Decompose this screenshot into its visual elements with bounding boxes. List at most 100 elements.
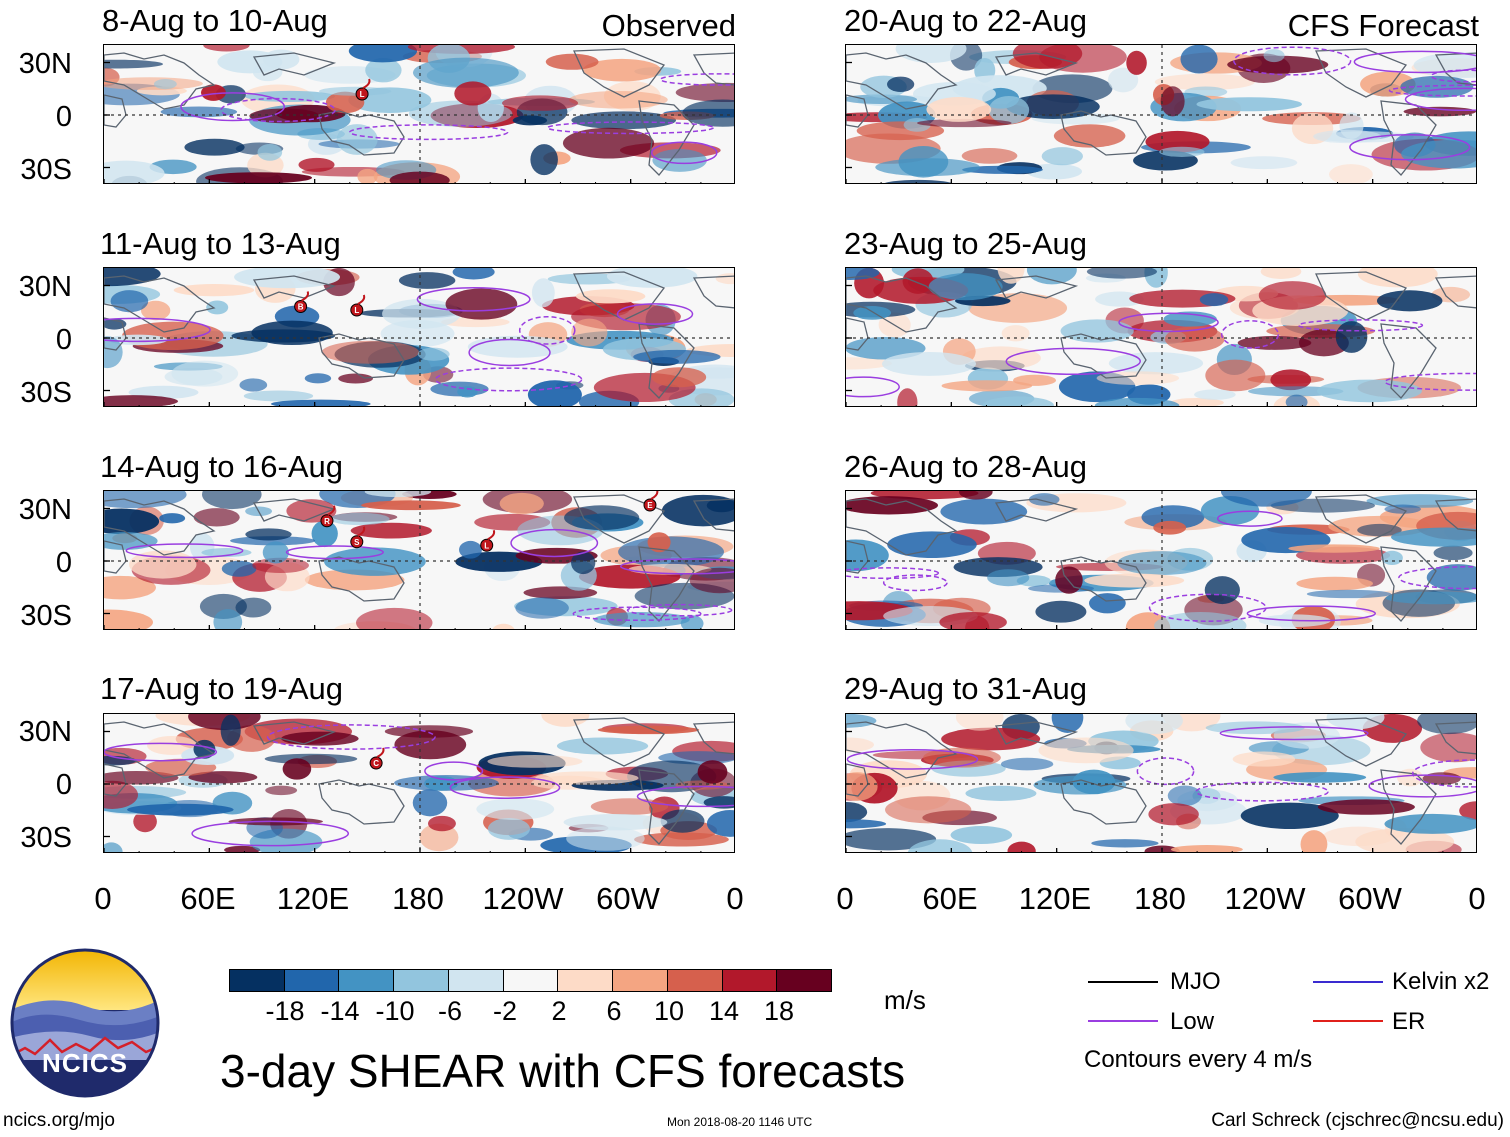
observed-panel-title-4: 17-Aug to 19-Aug <box>100 671 344 706</box>
colorbar-tick: 18 <box>763 996 795 1026</box>
forecast-panel-title-4: 29-Aug to 31-Aug <box>844 671 1088 706</box>
lat-label-30s: 30S <box>20 600 72 632</box>
lat-label-eq: 0 <box>55 769 72 801</box>
colorbar <box>229 969 832 992</box>
observed-map-panel-3: R S L E <box>103 490 735 630</box>
forecast-panel-title-1: 20-Aug to 22-Aug <box>844 3 1088 38</box>
colorbar-tick: 2 <box>551 996 567 1026</box>
shear-anomaly-map: C <box>104 714 734 852</box>
lon-label-0: 0 <box>836 881 854 916</box>
lat-label-eq: 0 <box>55 101 72 133</box>
logo-text: NCICS <box>42 1048 128 1078</box>
colorbar-tick: -18 <box>265 996 305 1026</box>
lon-label-360: 0 <box>1468 881 1486 916</box>
lat-label-30n: 30N <box>18 48 72 80</box>
colorbar-swatch-3 <box>339 970 395 991</box>
colorbar-swatch-10 <box>722 970 778 991</box>
legend-kelvin-label: Kelvin x2 <box>1392 968 1490 995</box>
lat-label-30n: 30N <box>18 716 72 748</box>
colorbar-tick: -14 <box>320 996 360 1026</box>
footer-credit: Carl Schreck (cjschrec@ncsu.edu) <box>1211 1110 1504 1131</box>
svg-text:C: C <box>373 759 379 768</box>
svg-text:L: L <box>354 306 359 315</box>
storm-marker: E <box>643 491 659 512</box>
forecast-map-panel-4 <box>845 713 1477 853</box>
lon-label-120w: 120W <box>482 881 564 916</box>
colorbar-swatch-11 <box>777 970 832 991</box>
colorbar-tick: 10 <box>653 996 685 1026</box>
storm-marker: L <box>480 529 496 552</box>
legend-mjo-label: MJO <box>1170 968 1221 995</box>
colorbar-swatch-6 <box>503 970 559 991</box>
svg-text:L: L <box>484 541 489 550</box>
ncics-logo[interactable]: NCICS <box>10 948 160 1098</box>
lon-label-360: 0 <box>726 881 744 916</box>
lon-label-60w: 60W <box>1338 881 1402 916</box>
colorbar-swatch-1 <box>230 970 285 991</box>
legend-mjo-line <box>1088 981 1158 983</box>
forecast-map-panel-1 <box>845 44 1477 184</box>
svg-text:S: S <box>354 538 360 547</box>
observed-panel-title-3: 14-Aug to 16-Aug <box>100 449 344 484</box>
lat-label-30n: 30N <box>18 271 72 303</box>
lon-label-180: 180 <box>1134 881 1186 916</box>
svg-text:E: E <box>647 501 653 510</box>
shear-anomaly-map: L <box>104 45 734 183</box>
lat-label-eq: 0 <box>55 547 72 579</box>
footer-timestamp: Mon 2018-08-20 1146 UTC <box>667 1115 813 1129</box>
observed-panel-title-2: 11-Aug to 13-Aug <box>100 226 341 261</box>
shear-anomaly-map <box>846 268 1476 406</box>
observed-map-panel-4: C <box>103 713 735 853</box>
observed-map-panel-1: L <box>103 44 735 184</box>
colorbar-tick: -10 <box>375 996 415 1026</box>
legend-low-line <box>1088 1020 1158 1022</box>
colorbar-tick: 14 <box>708 996 740 1026</box>
colorbar-swatch-8 <box>613 970 668 991</box>
storm-marker: B <box>294 291 309 313</box>
colorbar-unit: m/s <box>884 985 926 1015</box>
storm-marker: R <box>320 505 336 528</box>
lon-label-60e: 60E <box>922 881 978 916</box>
svg-text:B: B <box>298 303 304 312</box>
svg-text:R: R <box>324 517 330 526</box>
legend-er-label: ER <box>1392 1008 1426 1035</box>
colorbar-tick: -2 <box>492 996 517 1026</box>
lat-label-eq: 0 <box>55 324 72 356</box>
colorbar-tick: 6 <box>606 996 622 1026</box>
shear-anomaly-map <box>846 491 1476 629</box>
storm-marker: L <box>350 294 366 317</box>
legend-contour-note: Contours every 4 m/s <box>1084 1046 1313 1073</box>
legend-low-label: Low <box>1170 1008 1215 1035</box>
logo-graphic <box>10 948 160 1098</box>
forecast-map-panel-2 <box>845 267 1477 407</box>
colorbar-tick: -6 <box>437 996 462 1026</box>
lon-label-120w: 120W <box>1224 881 1306 916</box>
lat-label-30n: 30N <box>18 494 72 526</box>
shear-anomaly-map <box>846 45 1476 183</box>
lon-label-60w: 60W <box>596 881 660 916</box>
chart-main-title: 3-day SHEAR with CFS forecasts <box>220 1045 906 1097</box>
lon-label-120e: 120E <box>1018 881 1092 916</box>
storm-marker: L <box>355 78 371 101</box>
lat-label-30s: 30S <box>20 822 72 854</box>
colorbar-swatch-4 <box>394 970 449 991</box>
lat-label-30s: 30S <box>20 377 72 409</box>
shear-anomaly-map <box>846 714 1476 852</box>
colorbar-swatch-2 <box>284 970 340 991</box>
lon-label-180: 180 <box>392 881 444 916</box>
forecast-tag: CFS Forecast <box>1287 8 1479 43</box>
observed-panel-title-1: 8-Aug to 10-Aug <box>102 3 328 38</box>
forecast-map-panel-3 <box>845 490 1477 630</box>
storm-marker: C <box>369 747 385 770</box>
lat-label-30s: 30S <box>20 154 72 186</box>
forecast-panel-title-2: 23-Aug to 25-Aug <box>844 226 1088 261</box>
lon-label-0: 0 <box>94 881 112 916</box>
colorbar-swatch-9 <box>667 970 723 991</box>
footer-url-link[interactable]: ncics.org/mjo <box>3 1110 115 1131</box>
svg-text:L: L <box>360 90 365 99</box>
legend-er-line <box>1313 1020 1383 1022</box>
observed-tag: Observed <box>601 8 736 43</box>
storm-marker: S <box>350 526 366 549</box>
